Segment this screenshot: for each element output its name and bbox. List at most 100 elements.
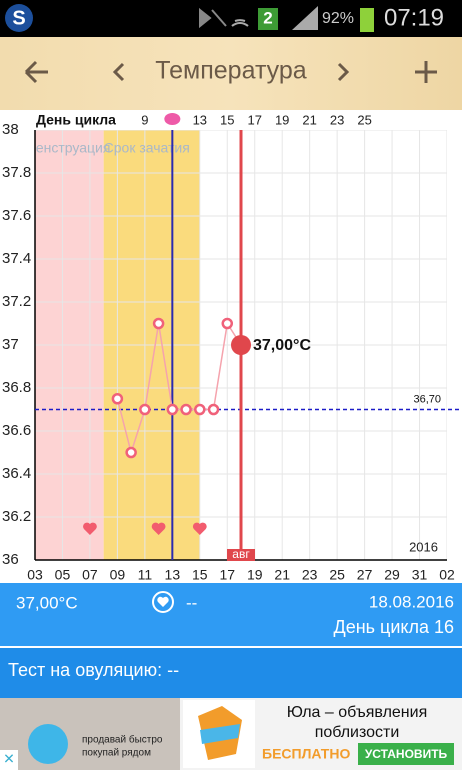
temperature-point	[125, 446, 137, 459]
temperature-point	[207, 403, 220, 416]
ad-left-line1: продавай быстро	[82, 734, 163, 746]
phase-label: Менструация	[24, 140, 110, 156]
x-tick-label: 29	[384, 567, 400, 583]
info-sex: --	[186, 593, 197, 612]
x-tick-label: 25	[329, 567, 345, 583]
cycle-tick-label: 25	[357, 112, 371, 127]
x-tick-label: 13	[165, 567, 181, 583]
app-icon-letter: S	[12, 7, 25, 29]
ovulation-test: Тест на овуляцию: --	[8, 660, 179, 680]
ad-logo-stripe	[200, 724, 240, 744]
info-panel	[0, 583, 462, 646]
y-tick-label: 36.8	[2, 379, 31, 396]
cycle-tick-label: 19	[275, 112, 289, 127]
back-button[interactable]	[24, 60, 48, 84]
y-tick-label: 36.2	[2, 508, 31, 525]
temperature-point	[111, 393, 124, 405]
x-tick-label: 27	[357, 567, 373, 583]
signal-icon	[292, 6, 318, 30]
ad-install-button[interactable]	[358, 743, 454, 765]
info-cycle-day: День цикла 16	[334, 617, 455, 637]
notification-badge	[258, 8, 278, 30]
temperature-point	[152, 317, 165, 330]
prev-button[interactable]	[112, 62, 125, 82]
cycle-tick-label: 9	[141, 112, 148, 127]
ad-image	[0, 698, 180, 770]
selected-point	[231, 335, 251, 355]
y-tick-label: 37.6	[2, 207, 31, 224]
header-title: Температура	[155, 57, 307, 85]
clock: 07:19	[384, 4, 444, 31]
info-date: 18.08.2016	[369, 592, 454, 611]
y-tick-label: 37.8	[2, 164, 31, 181]
battery-icon	[360, 8, 374, 32]
app-icon	[5, 4, 33, 32]
y-tick-label: 36.6	[2, 422, 31, 439]
x-tick-label: 11	[138, 567, 153, 583]
ad-title: Юла – объявления поблизости	[287, 704, 427, 741]
temperature-point	[221, 317, 234, 330]
cycle-ovulation-marker	[164, 113, 181, 125]
y-tick-label: 36.4	[2, 465, 31, 482]
x-tick-label: 19	[247, 567, 263, 583]
add-button[interactable]	[415, 61, 437, 83]
battery-text: 92%	[322, 10, 354, 27]
temperature-point	[180, 403, 192, 416]
y-tick-label: 37.4	[2, 250, 31, 267]
month-tag	[227, 549, 255, 561]
y-tick-label: 38	[2, 121, 19, 138]
y-tick-label: 36	[2, 551, 19, 568]
next-button[interactable]	[337, 62, 350, 82]
x-tick-label: 03	[27, 567, 43, 583]
ad-left-line2: покупай рядом	[82, 748, 151, 759]
temperature-point	[166, 403, 179, 416]
temperature-point	[139, 403, 151, 416]
cycle-tick-label: 21	[302, 112, 316, 127]
ad-logo-small	[28, 724, 68, 764]
intercourse-heart	[83, 522, 97, 535]
y-tick-label: 37	[2, 336, 19, 353]
selected-label: 37,00°C	[253, 337, 311, 354]
intercourse-heart	[192, 522, 207, 535]
x-tick-label: 21	[274, 567, 290, 583]
heart-icon	[157, 596, 169, 607]
phase-label: Срок зачатия	[104, 140, 190, 156]
wifi-icon	[231, 19, 249, 27]
x-tick-label: 05	[55, 567, 71, 583]
temperature-line	[116, 321, 242, 456]
cycle-tick-label: 15	[220, 112, 234, 127]
cycle-tick-label: 13	[193, 112, 207, 127]
header	[0, 37, 462, 110]
x-tick-label: 07	[82, 567, 98, 583]
ad-free: БЕСПЛАТНО	[262, 746, 350, 762]
x-tick-label: 02	[439, 567, 455, 583]
year-label: 2016	[409, 539, 438, 554]
x-tick-label: 31	[412, 567, 428, 583]
ovulation-test-bar[interactable]	[0, 648, 462, 698]
cycle-label: День цикла	[36, 112, 116, 128]
x-tick-label: 17	[219, 567, 235, 583]
ad-close[interactable]	[0, 750, 18, 770]
ad-title-line: поблизости	[315, 724, 400, 741]
month-label: авг	[232, 547, 250, 561]
temperature-point	[194, 403, 206, 416]
intercourse-heart	[151, 522, 166, 535]
x-tick-label: 23	[302, 567, 318, 583]
cycle-tick-label: 17	[247, 112, 261, 127]
heart-icon-circle	[152, 591, 174, 613]
x-tick-label: 15	[192, 567, 208, 583]
ad-install: УСТАНОВИТЬ	[365, 747, 448, 761]
x-tick-label: 09	[110, 567, 126, 583]
info-temperature: 37,00°C	[16, 593, 78, 612]
y-tick-label: 37.2	[2, 293, 31, 310]
mute-icon	[199, 7, 227, 29]
ad-title-line: Юла – объявления	[287, 704, 427, 721]
cycle-tick-label: 23	[330, 112, 344, 127]
coverline-label: 36,70	[413, 393, 441, 405]
status-bar	[0, 0, 462, 37]
ad-close-x: ✕	[3, 751, 15, 767]
